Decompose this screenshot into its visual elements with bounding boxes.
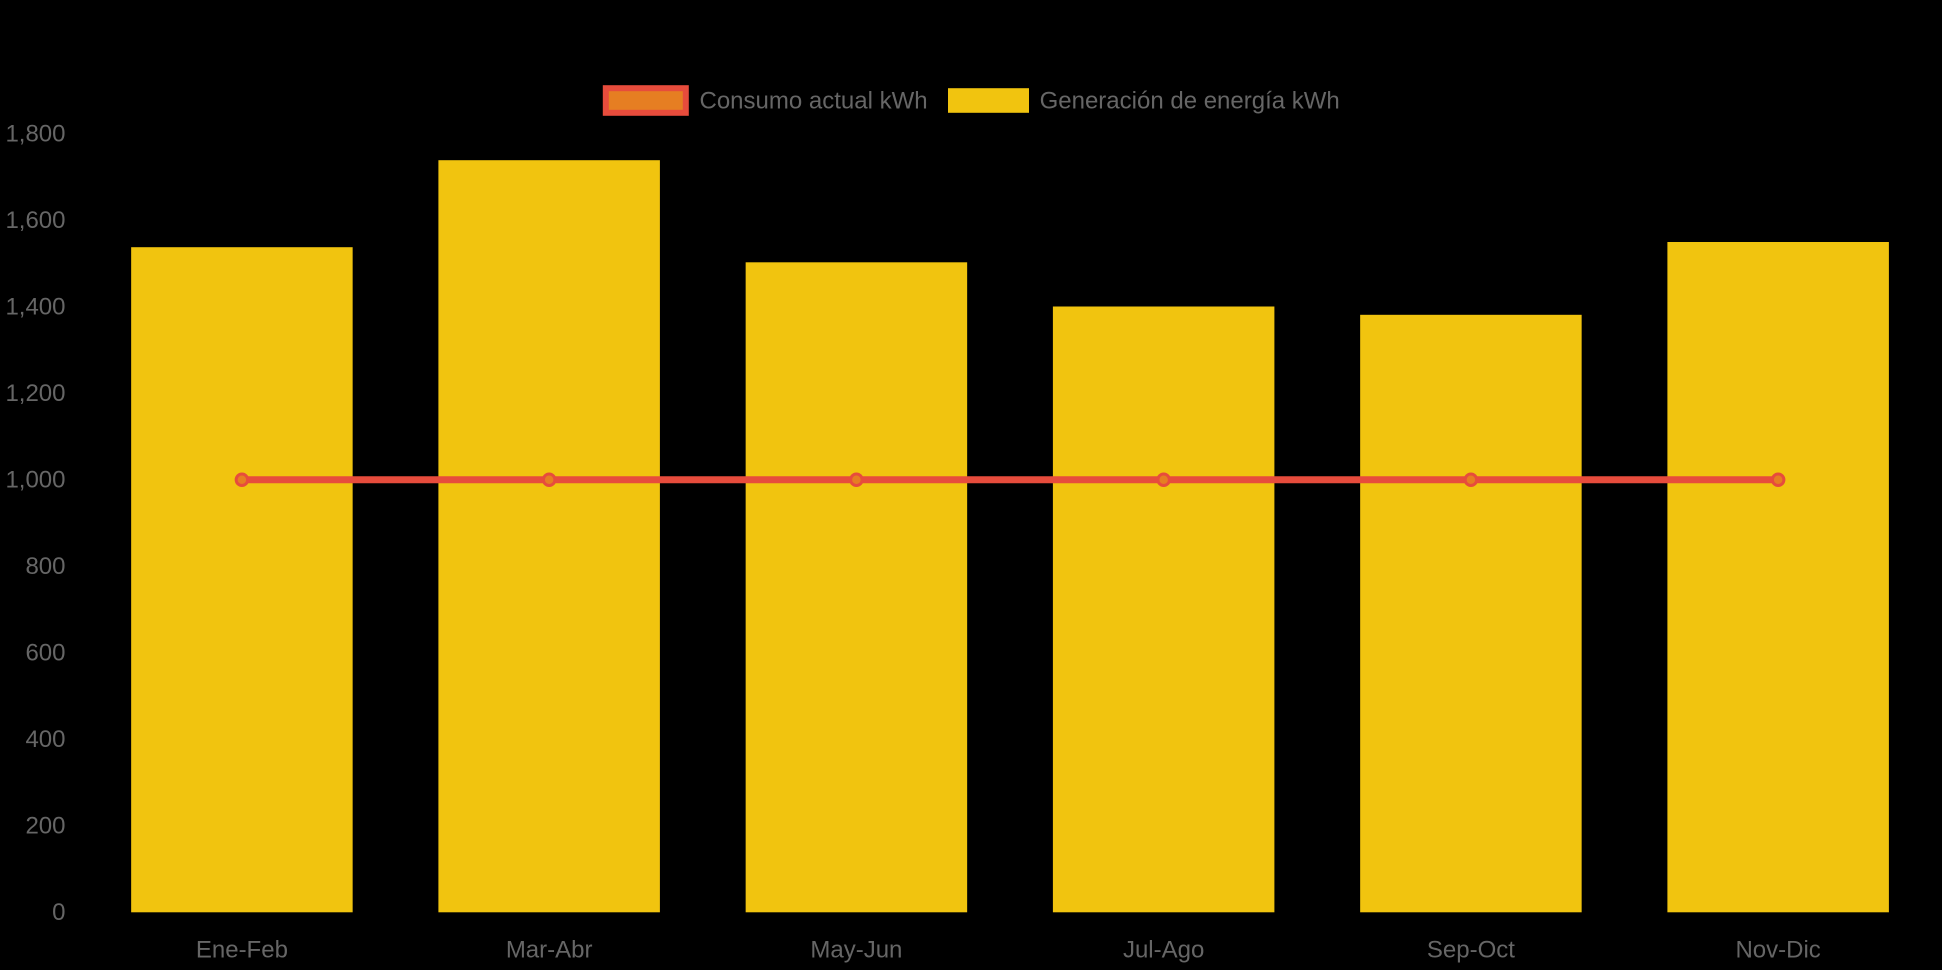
svg-text:400: 400 bbox=[25, 726, 65, 753]
svg-text:May-Jun: May-Jun bbox=[810, 937, 902, 964]
svg-text:800: 800 bbox=[25, 553, 65, 580]
svg-text:1,800: 1,800 bbox=[5, 120, 65, 147]
svg-text:600: 600 bbox=[25, 639, 65, 666]
svg-text:1,400: 1,400 bbox=[5, 293, 65, 320]
svg-text:Nov-Dic: Nov-Dic bbox=[1735, 937, 1820, 964]
svg-text:1,600: 1,600 bbox=[5, 207, 65, 234]
svg-text:Jul-Ago: Jul-Ago bbox=[1123, 937, 1204, 964]
svg-text:1,200: 1,200 bbox=[5, 380, 65, 407]
svg-text:Consumo actual kWh: Consumo actual kWh bbox=[700, 87, 928, 114]
svg-text:200: 200 bbox=[25, 812, 65, 839]
svg-text:Sep-Oct: Sep-Oct bbox=[1427, 937, 1515, 964]
svg-text:Mar-Abr: Mar-Abr bbox=[506, 937, 593, 964]
svg-text:Ene-Feb: Ene-Feb bbox=[196, 937, 288, 964]
svg-text:Generación de energía kWh: Generación de energía kWh bbox=[1040, 87, 1340, 114]
svg-text:0: 0 bbox=[52, 899, 65, 926]
svg-text:1,000: 1,000 bbox=[5, 466, 65, 493]
